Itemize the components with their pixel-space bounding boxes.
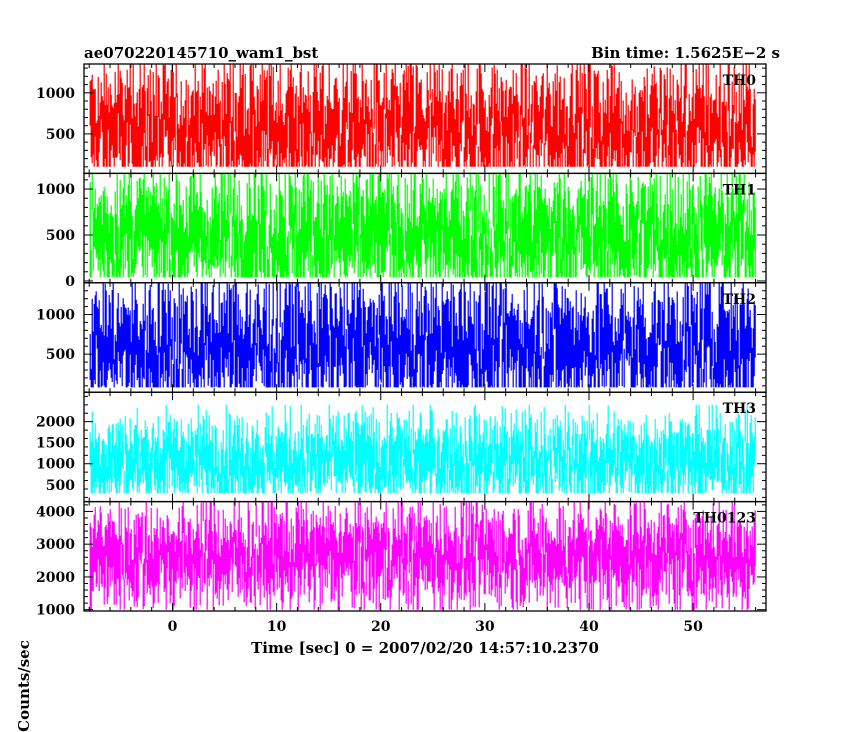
x-tick-label: 30 (475, 619, 495, 635)
x-tick-label: 40 (579, 619, 599, 635)
panel-label-th3: TH3 (723, 401, 756, 417)
y-tick-label: 500 (46, 228, 75, 244)
y-tick-label: 1000 (36, 86, 75, 102)
series-th0123 (89, 501, 756, 610)
panel-label-th0: TH0 (723, 73, 757, 89)
series-th0 (89, 64, 756, 167)
x-tick-label: 20 (371, 619, 391, 635)
panel-frame (83, 500, 767, 612)
series-th1 (89, 173, 756, 278)
y-axis-label: Counts/sec (15, 640, 33, 732)
x-tick-label: 50 (683, 619, 703, 635)
y-tick-label: 0 (65, 274, 75, 290)
series-th3 (89, 404, 756, 494)
y-tick-label: 500 (46, 127, 75, 143)
y-tick-label: 500 (46, 347, 75, 363)
y-tick-label: 1000 (36, 182, 75, 198)
y-tick-label: 1000 (36, 603, 75, 619)
y-tick-label: 1500 (36, 436, 75, 452)
y-tick-label: 4000 (36, 504, 75, 520)
panel-label-th2: TH2 (723, 292, 756, 308)
y-tick-label: 2000 (36, 570, 75, 586)
series-th2 (89, 282, 756, 388)
bin-time-label: Bin time: 1.5625E−2 s (591, 44, 780, 62)
y-tick-label: 1000 (36, 457, 75, 473)
chart-stage: 500 1000 TH0 0 500 1000 TH1 500 1000 TH2 500 1000 15… (36, 63, 767, 635)
y-tick-label: 500 (46, 478, 75, 494)
x-tick-label: 10 (267, 619, 287, 635)
chart-title: ae070220145710_wam1_bst (84, 44, 319, 62)
x-axis-label: Time [sec] 0 = 2007/02/20 14:57:10.2370 (251, 639, 599, 657)
x-tick-label: 0 (168, 619, 178, 635)
y-tick-label: 1000 (36, 308, 75, 324)
panel-label-th1: TH1 (723, 182, 756, 198)
y-tick-label: 3000 (36, 537, 75, 553)
y-tick-label: 2000 (36, 415, 75, 431)
panel-label-th0123: TH0123 (693, 511, 756, 527)
